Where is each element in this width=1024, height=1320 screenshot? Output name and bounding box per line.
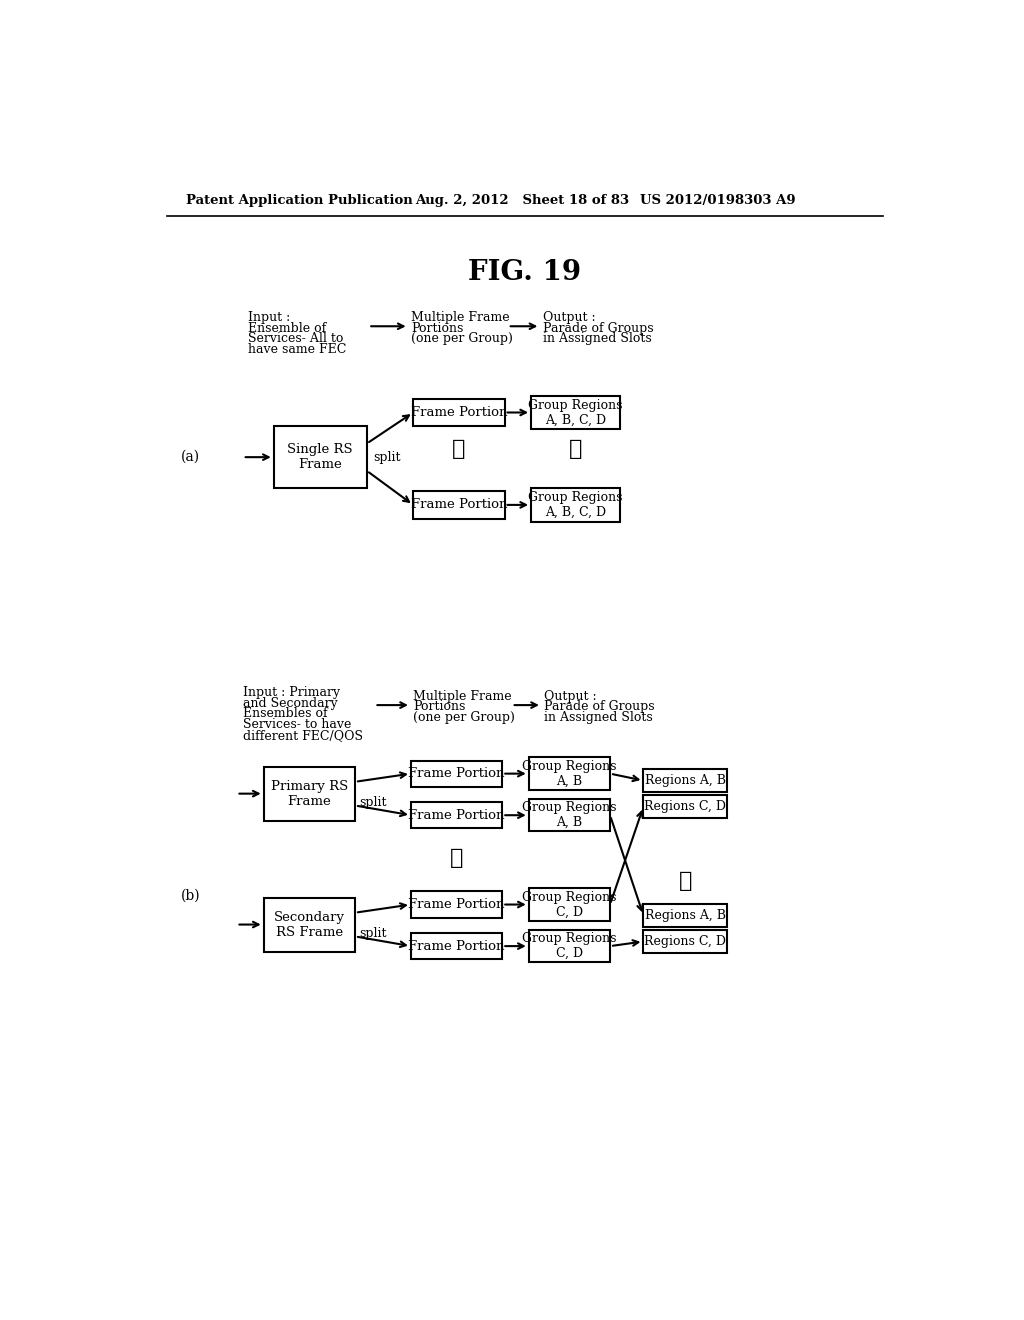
Text: Group Regions
A, B, C, D: Group Regions A, B, C, D [528, 491, 623, 519]
Text: Parade of Groups: Parade of Groups [544, 701, 654, 714]
Text: ⋮: ⋮ [453, 438, 466, 461]
Text: FIG. 19: FIG. 19 [468, 259, 582, 286]
Text: Output :: Output : [544, 689, 597, 702]
Text: Multiple Frame: Multiple Frame [411, 312, 510, 323]
Text: Ensemble of: Ensemble of [248, 322, 327, 335]
FancyBboxPatch shape [643, 770, 727, 792]
Text: Multiple Frame: Multiple Frame [414, 689, 512, 702]
Text: Group Regions
A, B: Group Regions A, B [522, 801, 616, 829]
FancyBboxPatch shape [414, 399, 505, 426]
FancyBboxPatch shape [411, 891, 503, 917]
Text: (b): (b) [180, 890, 201, 903]
Text: Regions A, B: Regions A, B [645, 774, 726, 787]
Text: (one per Group): (one per Group) [411, 333, 513, 346]
FancyBboxPatch shape [263, 767, 355, 821]
Text: Frame Portion: Frame Portion [409, 767, 505, 780]
Text: ⋮: ⋮ [679, 870, 692, 892]
Text: ⋮: ⋮ [450, 846, 463, 869]
Text: Patent Application Publication: Patent Application Publication [186, 194, 413, 207]
Text: split: split [359, 927, 387, 940]
Text: in Assigned Slots: in Assigned Slots [544, 711, 653, 725]
Text: split: split [373, 450, 400, 463]
Text: Frame Portion: Frame Portion [411, 407, 507, 418]
Text: US 2012/0198303 A9: US 2012/0198303 A9 [640, 194, 795, 207]
Text: and Secondary: and Secondary [243, 697, 338, 710]
Text: (a): (a) [180, 450, 200, 465]
FancyBboxPatch shape [528, 799, 610, 832]
Text: ⋮: ⋮ [569, 438, 583, 461]
Text: Frame Portion: Frame Portion [411, 499, 507, 511]
Text: Regions A, B: Regions A, B [645, 908, 726, 921]
Text: Input : Primary: Input : Primary [243, 686, 340, 698]
Text: in Assigned Slots: in Assigned Slots [543, 333, 651, 346]
FancyBboxPatch shape [528, 758, 610, 789]
FancyBboxPatch shape [414, 491, 505, 519]
Text: Primary RS
Frame: Primary RS Frame [270, 780, 348, 808]
FancyBboxPatch shape [411, 933, 503, 960]
Text: Parade of Groups: Parade of Groups [543, 322, 653, 335]
FancyBboxPatch shape [643, 929, 727, 953]
Text: Group Regions
C, D: Group Regions C, D [522, 932, 616, 960]
Text: Services- to have: Services- to have [243, 718, 351, 731]
FancyBboxPatch shape [528, 929, 610, 962]
Text: Portions: Portions [414, 701, 466, 714]
FancyBboxPatch shape [643, 904, 727, 927]
Text: Ensembles of: Ensembles of [243, 708, 328, 721]
Text: Group Regions
A, B, C, D: Group Regions A, B, C, D [528, 399, 623, 426]
FancyBboxPatch shape [531, 396, 621, 429]
Text: have same FEC: have same FEC [248, 343, 346, 356]
Text: Services- All to: Services- All to [248, 333, 343, 346]
Text: Regions C, D: Regions C, D [644, 935, 726, 948]
Text: Input :: Input : [248, 312, 291, 323]
FancyBboxPatch shape [531, 488, 621, 521]
Text: Single RS
Frame: Single RS Frame [288, 444, 353, 471]
Text: split: split [359, 796, 387, 809]
FancyBboxPatch shape [273, 426, 367, 488]
FancyBboxPatch shape [411, 803, 503, 829]
Text: Secondary
RS Frame: Secondary RS Frame [273, 911, 345, 939]
FancyBboxPatch shape [528, 888, 610, 921]
Text: different FEC/QOS: different FEC/QOS [243, 729, 362, 742]
Text: Frame Portion: Frame Portion [409, 898, 505, 911]
Text: Group Regions
C, D: Group Regions C, D [522, 891, 616, 919]
Text: Regions C, D: Regions C, D [644, 800, 726, 813]
Text: Group Regions
A, B: Group Regions A, B [522, 759, 616, 788]
Text: Output :: Output : [543, 312, 595, 323]
Text: Frame Portion: Frame Portion [409, 809, 505, 822]
FancyBboxPatch shape [643, 795, 727, 818]
FancyBboxPatch shape [411, 760, 503, 787]
Text: Portions: Portions [411, 322, 463, 335]
FancyBboxPatch shape [263, 898, 355, 952]
Text: Aug. 2, 2012   Sheet 18 of 83: Aug. 2, 2012 Sheet 18 of 83 [415, 194, 629, 207]
Text: (one per Group): (one per Group) [414, 711, 515, 725]
Text: Frame Portion: Frame Portion [409, 940, 505, 953]
